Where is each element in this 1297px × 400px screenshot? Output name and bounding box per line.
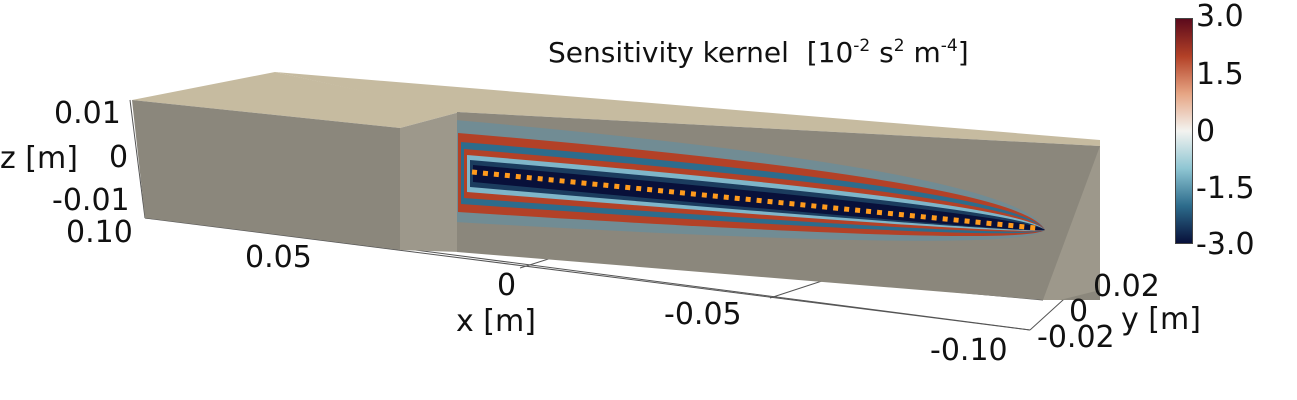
z-tick-neg0p01: -0.01	[52, 183, 130, 218]
figure-title: Sensitivity kernel [10-2 s2 m-4]	[548, 36, 969, 69]
y-tick-neg0p02: -0.02	[1037, 320, 1115, 355]
x-axis-label: x [m]	[456, 304, 536, 339]
colorbar-tick-neg3: -3.0	[1196, 227, 1255, 262]
colorbar-tick-neg1p5: -1.5	[1196, 171, 1255, 206]
colorbar-tick-3: 3.0	[1196, 0, 1244, 34]
left-block-front	[132, 100, 400, 250]
x-tick-0: 0	[497, 268, 517, 303]
left-block	[132, 72, 460, 252]
y-tick-0: 0	[1069, 294, 1089, 329]
box-top-face	[275, 72, 1100, 146]
grid-line-x-outer	[399, 247, 1031, 331]
grid-line-z-axis	[129, 99, 146, 219]
grid-line-x-axis	[144, 217, 1031, 331]
left-block-cut-face	[400, 112, 460, 252]
colorbar-tick-1p5: 1.5	[1196, 57, 1244, 92]
x-tick-0p05: 0.05	[245, 240, 312, 275]
z-tick-0p01: 0.01	[54, 96, 121, 131]
left-block-top	[132, 72, 460, 128]
y-tick-0p02: 0.02	[1093, 269, 1160, 304]
x-tick-neg0p10: -0.10	[930, 333, 1008, 368]
colorbar	[1175, 18, 1193, 244]
title-unit: [10-2 s2 m-4]	[806, 36, 969, 69]
z-axis-label: z [m]	[0, 141, 78, 176]
x-tick-0p10: 0.10	[66, 215, 133, 250]
kernel-slice	[457, 112, 1100, 300]
x-tick-neg0p05: -0.05	[664, 297, 742, 332]
title-text: Sensitivity kernel	[548, 36, 789, 69]
y-axis-label: y [m]	[1121, 302, 1201, 337]
z-tick-0: 0	[109, 140, 129, 175]
colorbar-tick-0: 0	[1196, 114, 1216, 149]
box-end-face	[1043, 146, 1100, 300]
